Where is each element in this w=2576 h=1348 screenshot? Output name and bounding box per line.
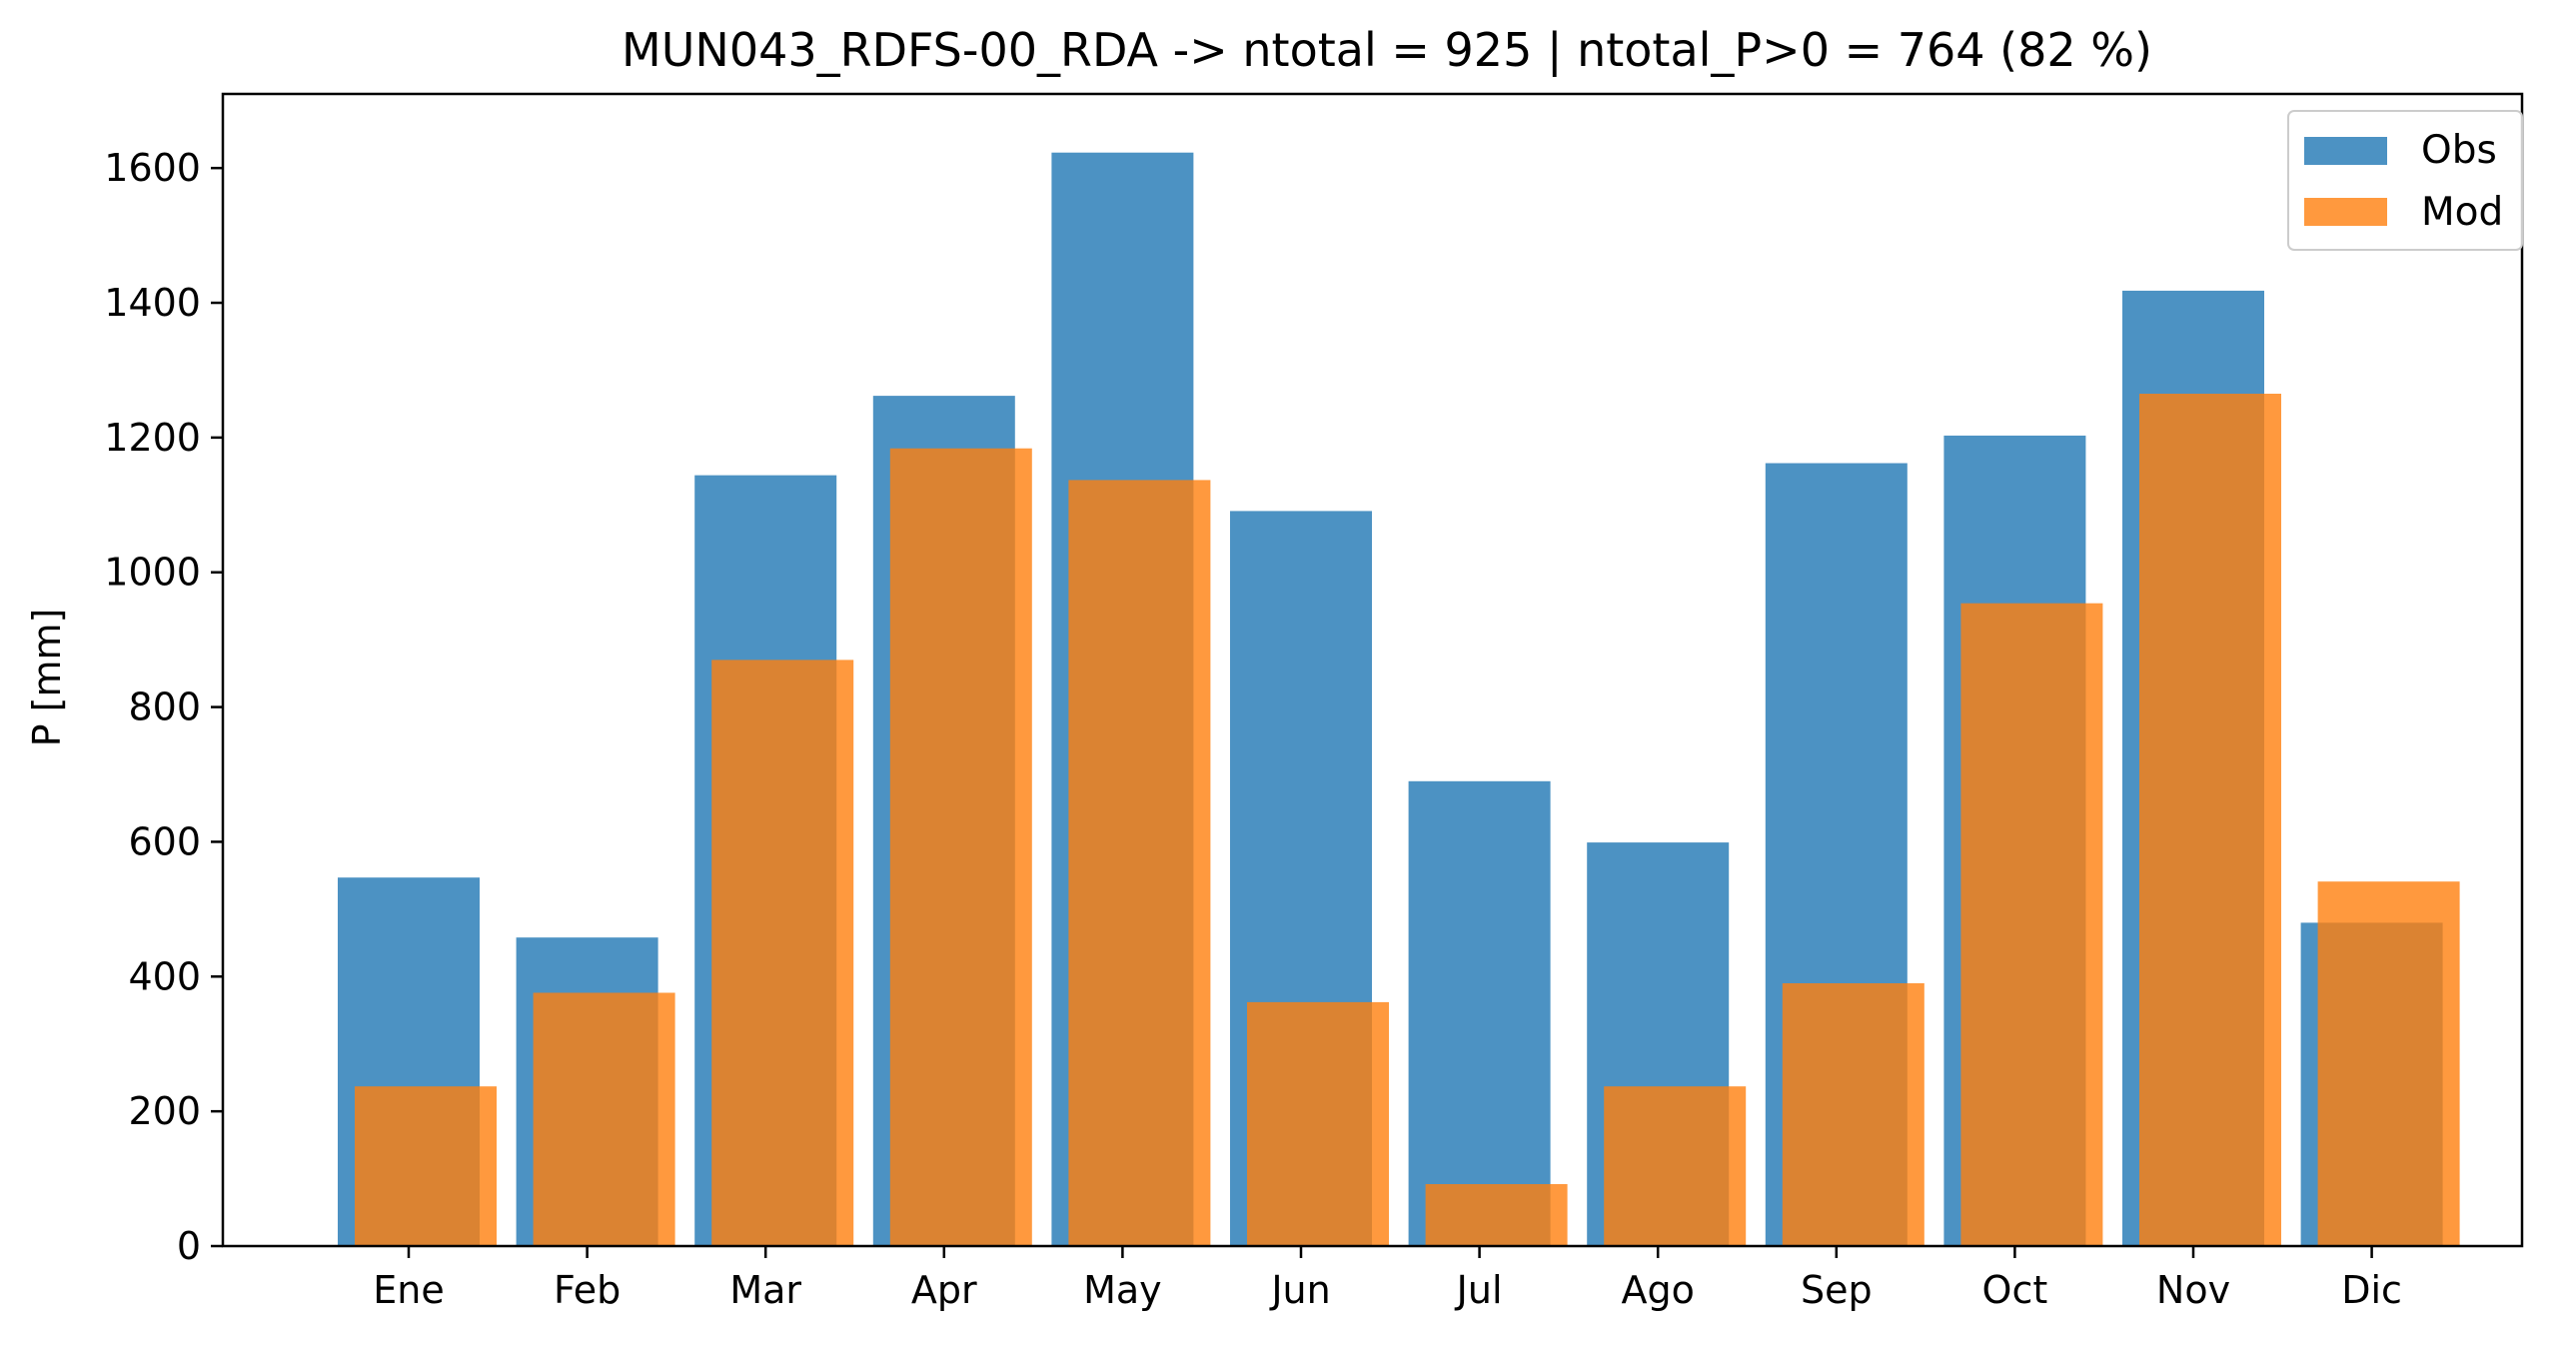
x-tick-label-sep: Sep <box>1801 1268 1873 1312</box>
y-tick-label-1200: 1200 <box>104 416 201 460</box>
y-tick-label-0: 0 <box>177 1224 201 1268</box>
bar-mod-dic <box>2317 881 2460 1246</box>
plot-frame <box>221 92 2524 1248</box>
legend-swatch-obs <box>2304 137 2387 165</box>
x-tick-label-apr: Apr <box>911 1268 977 1312</box>
x-axis: Ene Feb Mar Apr May Jun Jul Ago Sep Oct Nov Dic <box>373 1246 2402 1312</box>
x-tick-label-nov: Nov <box>2156 1268 2230 1312</box>
y-axis: 0 200 400 600 800 1000 1200 1400 1600 <box>104 146 223 1268</box>
legend-swatch-mod <box>2304 198 2387 226</box>
y-tick-label-1600: 1600 <box>104 146 201 190</box>
legend-label-mod: Mod <box>2421 190 2503 235</box>
y-tick-label-200: 200 <box>128 1089 201 1133</box>
x-tick-label-jul: Jul <box>1455 1268 1503 1312</box>
bar-mod-apr <box>889 448 1032 1246</box>
y-tick-label-600: 600 <box>128 819 201 863</box>
bar-mod-ene <box>355 1086 497 1246</box>
chart-title: MUN043_RDFS-00_RDA -> ntotal = 925 | nto… <box>622 23 2152 78</box>
x-tick-label-ene: Ene <box>373 1268 444 1312</box>
bar-mod-may <box>1068 480 1211 1246</box>
mod-bars <box>355 394 2460 1246</box>
x-tick-label-may: May <box>1083 1268 1162 1312</box>
y-tick-label-1400: 1400 <box>104 281 201 325</box>
legend: Obs Mod <box>2287 110 2523 251</box>
bar-mod-jun <box>1247 1001 1389 1246</box>
x-tick-label-mar: Mar <box>729 1268 801 1312</box>
bar-obs-jul <box>1408 780 1551 1246</box>
bar-mod-jul <box>1425 1184 1568 1246</box>
x-tick-label-feb: Feb <box>554 1268 621 1312</box>
bar-mod-sep <box>1782 983 1925 1246</box>
bar-mod-nov <box>2139 394 2281 1246</box>
y-tick-label-1000: 1000 <box>104 551 201 595</box>
x-tick-label-oct: Oct <box>1982 1268 2048 1312</box>
x-tick-label-dic: Dic <box>2341 1268 2402 1312</box>
y-tick-label-400: 400 <box>128 954 201 998</box>
bar-mod-mar <box>711 660 854 1246</box>
bar-mod-feb <box>533 992 675 1246</box>
bar-mod-ago <box>1604 1086 1747 1246</box>
bar-mod-oct <box>1960 603 2103 1246</box>
x-tick-label-jun: Jun <box>1269 1268 1330 1312</box>
y-tick-label-800: 800 <box>128 685 201 729</box>
y-axis-label: P [mm] <box>25 609 69 747</box>
legend-label-obs: Obs <box>2421 128 2497 173</box>
x-tick-label-ago: Ago <box>1622 1268 1695 1312</box>
